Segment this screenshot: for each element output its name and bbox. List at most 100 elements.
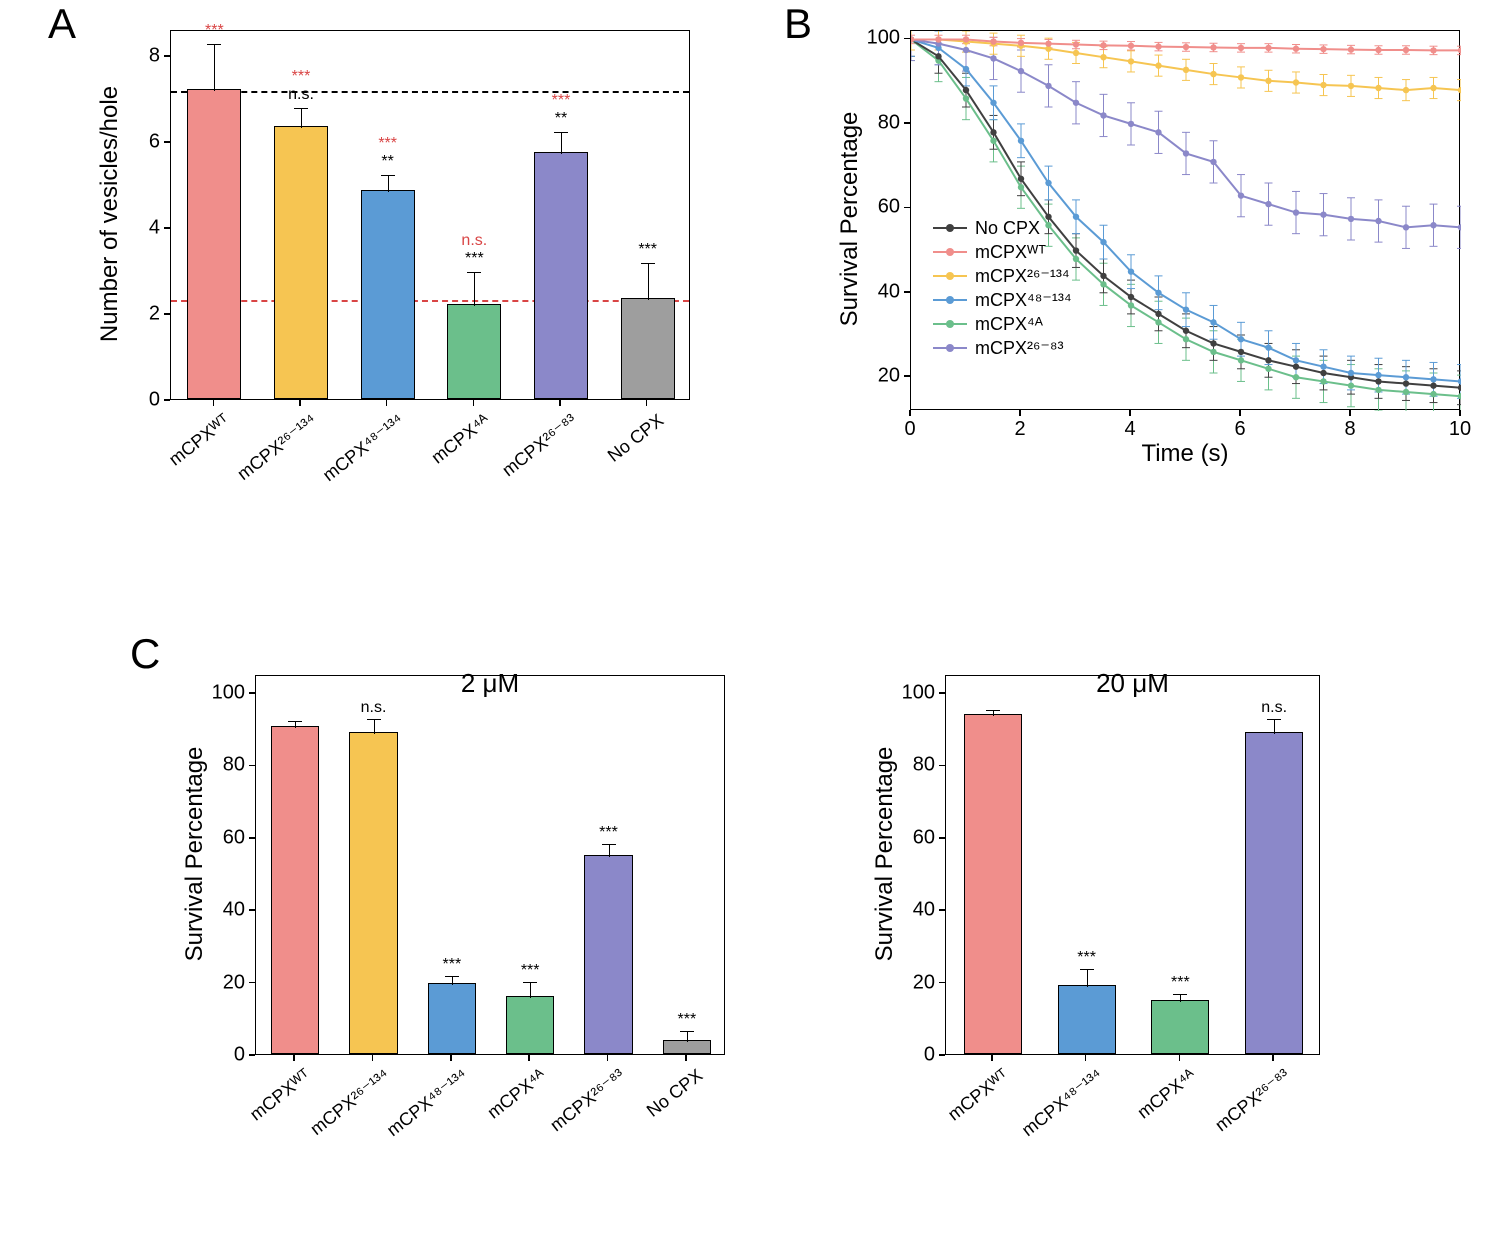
panel-a-dash-black [171, 91, 689, 93]
xtick-label: No CPX [570, 410, 668, 493]
bar-c26_134 [274, 126, 328, 399]
ytick-label: 60 [201, 826, 245, 849]
panel-a-plotbox: ***n.s.***********n.s.******** [170, 30, 690, 400]
bar-c4A [506, 996, 555, 1054]
ytick-label: 80 [891, 754, 935, 777]
sig-black: *** [638, 241, 657, 259]
bar-c26_83 [1245, 732, 1303, 1054]
ytick-label: 20 [201, 971, 245, 994]
sig-label: *** [677, 1011, 696, 1029]
legend-item-NoCPX: No CPX [933, 216, 1072, 240]
ytick-label: 40 [856, 280, 900, 303]
bar-c26_134 [349, 732, 398, 1054]
sig-label: *** [442, 956, 461, 974]
bar-c26_83 [534, 152, 588, 399]
panel-c-right-title: 20 μM [946, 668, 1319, 699]
legend-item-c26_83: mCPX²⁶⁻⁸³ [933, 336, 1072, 360]
ytick-label: 40 [891, 899, 935, 922]
ytick-label: 80 [856, 111, 900, 134]
panel-c-right-plotbox: 20 μM ******n.s. [945, 675, 1320, 1055]
legend-item-WT: mCPXᵂᵀ [933, 240, 1072, 264]
xtick-label: 10 [1449, 418, 1471, 441]
panel-c-left-title: 2 μM [256, 668, 724, 699]
figure: A Number of vesicles/hole 02468 ***n.s.*… [0, 0, 1500, 1235]
legend-item-c26_134: mCPX²⁶⁻¹³⁴ [933, 264, 1072, 288]
bar-c4A [1151, 1000, 1209, 1054]
ytick-label: 80 [201, 754, 245, 777]
xtick-label: mCPX⁴⁸⁻¹³⁴ [1009, 1065, 1107, 1148]
ytick-label: 0 [201, 1044, 245, 1067]
panel-c-right: Survival Percentage 0 20 40 60 80 100 20 μM *… [865, 655, 1365, 1175]
legend-label: No CPX [975, 218, 1040, 239]
sig-black: ** [555, 110, 567, 128]
bar-c48_134 [1058, 985, 1116, 1054]
sig-label: *** [521, 962, 540, 980]
legend-label: mCPX²⁶⁻¹³⁴ [975, 266, 1070, 287]
xtick-label: mCPX⁴⁸⁻¹³⁴ [310, 410, 408, 493]
bar-WT [271, 726, 320, 1054]
ytick-label: 0 [891, 1044, 935, 1067]
legend-label: mCPX⁴⁸⁻¹³⁴ [975, 290, 1072, 311]
panel-c-left-plotbox: 2 μM n.s.************ [255, 675, 725, 1055]
xtick-label: 4 [1124, 418, 1135, 441]
panel-b-xlabel: Time (s) [910, 440, 1460, 468]
panel-c-right-ylabel: Survival Percentage [871, 704, 899, 1004]
xtick-label: mCPXᵂᵀ [136, 410, 234, 493]
ytick-label: 60 [891, 826, 935, 849]
panel-c-label: C [130, 630, 160, 678]
panel-b-label: B [784, 0, 812, 48]
ytick-label: 60 [856, 196, 900, 219]
panel-a-dash-red [171, 300, 689, 302]
sig-red: *** [205, 22, 224, 40]
ytick-label: 20 [891, 971, 935, 994]
bar-c48_134 [361, 190, 415, 399]
ytick-label: 2 [120, 302, 160, 325]
xtick-label: mCPX²⁶⁻¹³⁴ [223, 410, 321, 493]
bar-NoCPX [663, 1040, 712, 1054]
xtick-label: mCPX⁴ᴬ [1102, 1065, 1200, 1148]
sig-label: *** [1077, 949, 1096, 967]
ytick-label: 4 [120, 216, 160, 239]
xtick-label: mCPX⁴ᴬ [396, 410, 494, 493]
xtick-label: 2 [1014, 418, 1025, 441]
bar-c48_134 [428, 983, 477, 1054]
sig-red: *** [552, 92, 571, 110]
sig-red: *** [292, 68, 311, 86]
ytick-label: 0 [120, 389, 160, 412]
panel-b-legend: No CPX mCPXᵂᵀ mCPX²⁶⁻¹³⁴ mCPX⁴⁸⁻¹³⁴mCPX⁴ᴬmC… [933, 216, 1072, 360]
ytick-label: 8 [120, 44, 160, 67]
ytick-label: 100 [891, 682, 935, 705]
legend-label: mCPX²⁶⁻⁸³ [975, 338, 1064, 359]
xtick-label: 8 [1344, 418, 1355, 441]
sig-label: n.s. [1261, 699, 1287, 717]
panel-c-left-ylabel: Survival Percentage [181, 704, 209, 1004]
sig-black: n.s. [288, 86, 314, 104]
xtick-label: mCPX²⁶⁻⁸³ [1196, 1065, 1294, 1148]
ytick-label: 40 [201, 899, 245, 922]
sig-black: ** [381, 153, 393, 171]
bar-WT [187, 89, 241, 399]
bar-WT [964, 714, 1022, 1054]
bar-c4A [447, 304, 501, 399]
xtick-label: 0 [904, 418, 915, 441]
xtick-label: mCPXᵂᵀ [915, 1065, 1013, 1148]
sig-red: n.s. [461, 232, 487, 250]
sig-label: *** [599, 824, 618, 842]
bar-c26_83 [584, 855, 633, 1054]
sig-label: *** [1171, 974, 1190, 992]
ytick-label: 6 [120, 130, 160, 153]
ytick-label: 100 [201, 682, 245, 705]
sig-black: *** [465, 250, 484, 268]
legend-label: mCPXᵂᵀ [975, 242, 1046, 263]
panel-b-plotbox: No CPX mCPXᵂᵀ mCPX²⁶⁻¹³⁴ mCPX⁴⁸⁻¹³⁴mCPX⁴ᴬmC… [910, 30, 1460, 410]
panel-a-label: A [48, 0, 76, 48]
panel-a: Number of vesicles/hole 02468 ***n.s.***… [90, 20, 700, 500]
bar-NoCPX [621, 298, 675, 399]
sig-label: n.s. [361, 699, 387, 717]
legend-item-c48_134: mCPX⁴⁸⁻¹³⁴ [933, 288, 1072, 312]
xtick-label: 6 [1234, 418, 1245, 441]
panel-b: Survival Percentage 20406080100 No CPXmC… [830, 20, 1470, 500]
ytick-label: 20 [856, 365, 900, 388]
sig-red: *** [378, 135, 397, 153]
legend-item-c4A: mCPX⁴ᴬ [933, 312, 1072, 336]
